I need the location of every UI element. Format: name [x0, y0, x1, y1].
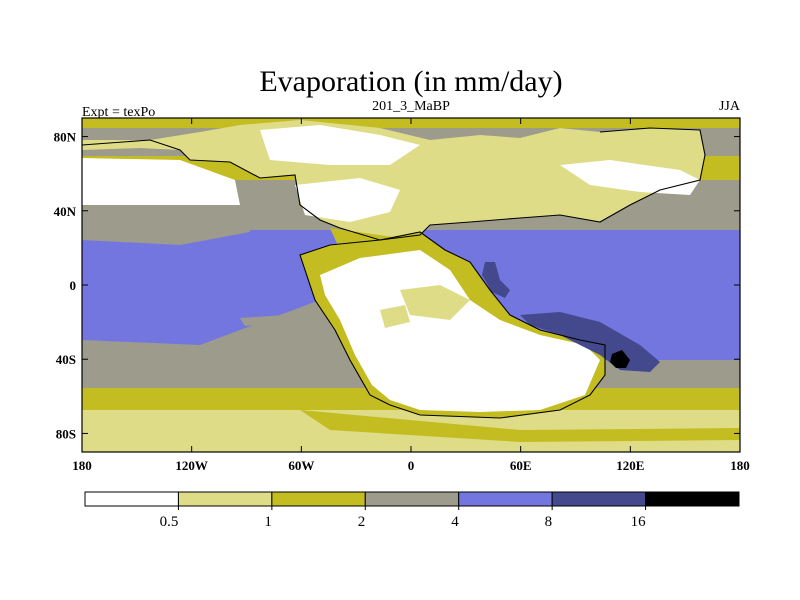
x-tick-label: 60E: [510, 458, 532, 473]
left-string: Expt = texPo: [82, 105, 155, 120]
x-tick-label: 0: [408, 458, 415, 473]
y-tick-label: 40S: [56, 352, 76, 367]
x-tick-label: 180: [730, 458, 750, 473]
colorbar-label: 1: [264, 514, 272, 530]
colorbar-label: 8: [545, 514, 553, 530]
map-field: [82, 118, 740, 452]
north-east-yellow: [430, 180, 560, 212]
ocean-high-evap-north: [482, 262, 510, 298]
south-grey-tongue: [82, 300, 360, 390]
x-axis: 180 120W 60W 0 60E 120E 180: [72, 118, 750, 473]
colorbar-label: 2: [358, 514, 366, 530]
south-continent-white: [320, 250, 600, 412]
x-tick-label: 180: [72, 458, 92, 473]
north-central-white: [295, 178, 400, 222]
colorbar-swatch: [551, 491, 647, 507]
south-continent-yellow-patch-2: [380, 305, 410, 328]
colorbar-label: 16: [631, 514, 647, 530]
north-desert-white: [82, 158, 240, 205]
colorbar-swatch: [645, 491, 740, 507]
north-central-white-2: [260, 125, 420, 165]
south-continent-yellow-patch: [400, 285, 470, 320]
x-tick-label: 120E: [616, 458, 644, 473]
right-string: JJA: [719, 99, 741, 114]
pacific-grey-streak: [240, 315, 290, 326]
colorbar-label: 4: [451, 514, 459, 530]
colorbar-swatch: [84, 491, 179, 507]
north-east-white: [560, 160, 700, 195]
ocean-max-core: [610, 350, 630, 368]
y-tick-label: 0: [70, 278, 77, 293]
colorbar-swatch: [271, 491, 366, 507]
south-olive-tongue: [300, 410, 740, 442]
y-axis: 80N 40N 0 40S 80S: [54, 130, 740, 441]
figure-title: Evaporation (in mm/day): [259, 65, 562, 98]
colorbar: 0.5 1 2 4 8 16: [84, 491, 740, 530]
north-continent-coastline: [82, 127, 706, 241]
colorbar-swatch: [177, 491, 273, 507]
y-tick-label: 80N: [54, 130, 77, 145]
north-pacific-grey: [82, 212, 250, 245]
coastlines: [82, 127, 706, 419]
x-tick-label: 120W: [175, 458, 208, 473]
x-tick-label: 60W: [288, 458, 314, 473]
colorbar-swatch: [364, 491, 460, 507]
center-string: 201_3_MaBP: [372, 99, 450, 114]
colorbar-label: 0.5: [160, 514, 179, 530]
y-tick-label: 40N: [54, 204, 77, 219]
north-continent: [82, 120, 705, 240]
south-continent-coastline: [299, 231, 606, 419]
colorbar-swatch: [458, 491, 553, 507]
y-tick-label: 80S: [56, 426, 76, 441]
